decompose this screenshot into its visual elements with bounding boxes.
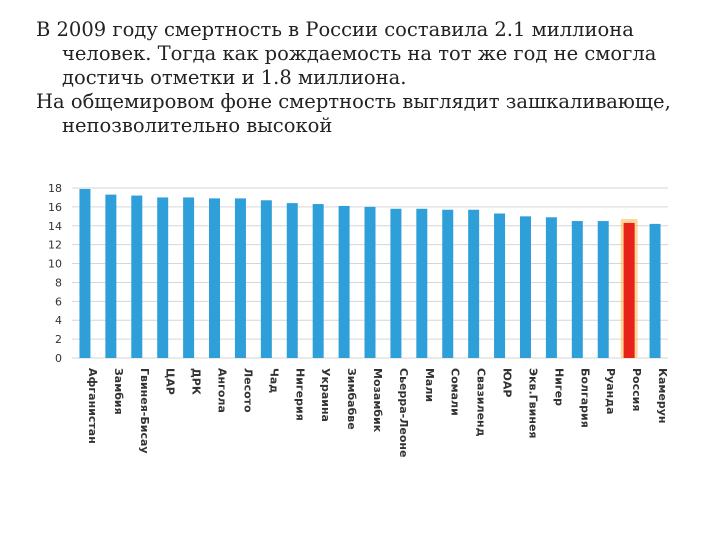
y-tick-label: 14 bbox=[48, 220, 62, 233]
category-label: ЦАР bbox=[164, 368, 177, 395]
category-label: Мали bbox=[423, 368, 436, 402]
mortality-bar-chart: 0 2 4 6 8 10 12 14 16 18 Афганистан Замбия Гвинея-Б… bbox=[48, 182, 669, 457]
category-label: Нигер bbox=[552, 368, 565, 406]
category-label: Болгария bbox=[578, 368, 591, 428]
bars bbox=[79, 188, 661, 358]
category-label: ДРК bbox=[190, 368, 203, 395]
paragraph-mortality: В 2009 году смертность в России составил… bbox=[36, 18, 657, 89]
bar bbox=[209, 198, 221, 358]
bar bbox=[390, 208, 402, 358]
bar bbox=[183, 197, 195, 358]
bar bbox=[494, 213, 506, 358]
category-label: Лесото bbox=[241, 368, 254, 413]
bar bbox=[234, 198, 246, 358]
category-label: Зимбабве bbox=[345, 368, 358, 430]
category-label: Ангола bbox=[216, 368, 229, 413]
x-axis-categories: Афганистан Замбия Гвинея-Бисау ЦАР ДРК Ангола… bbox=[86, 368, 669, 457]
bar bbox=[364, 206, 376, 358]
y-tick-label: 10 bbox=[48, 258, 62, 271]
bar-russia-highlight bbox=[623, 222, 635, 358]
bar bbox=[286, 203, 298, 358]
category-label: Чад bbox=[267, 368, 280, 393]
bar bbox=[545, 217, 557, 358]
category-label: Нигерия bbox=[293, 368, 306, 421]
y-tick-label: 6 bbox=[55, 295, 62, 308]
y-tick-label: 4 bbox=[55, 314, 62, 327]
y-tick-label: 12 bbox=[48, 239, 62, 252]
category-label: Руанда bbox=[604, 368, 617, 415]
bar bbox=[442, 209, 454, 358]
category-label: Экв.Гвинея bbox=[526, 368, 539, 438]
category-label: Замбия bbox=[112, 368, 125, 415]
slide-text: В 2009 году смертность в России составил… bbox=[36, 18, 686, 138]
category-label: Украина bbox=[319, 368, 332, 422]
y-tick-label: 8 bbox=[55, 276, 62, 289]
bar bbox=[416, 208, 428, 358]
bar bbox=[131, 195, 143, 358]
category-label: Мозамбик bbox=[371, 368, 384, 433]
bar bbox=[157, 197, 169, 358]
bar bbox=[105, 194, 117, 358]
bar bbox=[649, 223, 661, 358]
bar bbox=[312, 204, 324, 358]
bar bbox=[519, 216, 531, 358]
bar bbox=[338, 205, 350, 358]
y-tick-label: 16 bbox=[48, 201, 62, 214]
y-axis-ticks: 0 2 4 6 8 10 12 14 16 18 bbox=[48, 182, 62, 365]
paragraph-comparison: На общемировом фоне смертность выглядит … bbox=[36, 90, 671, 137]
bar bbox=[597, 221, 609, 358]
bar bbox=[79, 188, 91, 358]
category-label: Свазиленд bbox=[475, 368, 488, 437]
bar bbox=[571, 221, 583, 358]
category-label: Камерун bbox=[656, 368, 669, 424]
category-label: Сьерра-Леоне bbox=[397, 368, 410, 457]
y-tick-label: 18 bbox=[48, 182, 62, 195]
category-label: Сомали bbox=[449, 368, 462, 416]
y-tick-label: 0 bbox=[55, 352, 62, 365]
category-label: Афганистан bbox=[86, 368, 99, 444]
category-label: Россия bbox=[630, 368, 643, 411]
bar bbox=[468, 209, 480, 358]
category-label: ЮАР bbox=[501, 368, 514, 398]
bar bbox=[260, 200, 272, 358]
category-label: Гвинея-Бисау bbox=[138, 368, 151, 454]
y-tick-label: 2 bbox=[55, 333, 62, 346]
